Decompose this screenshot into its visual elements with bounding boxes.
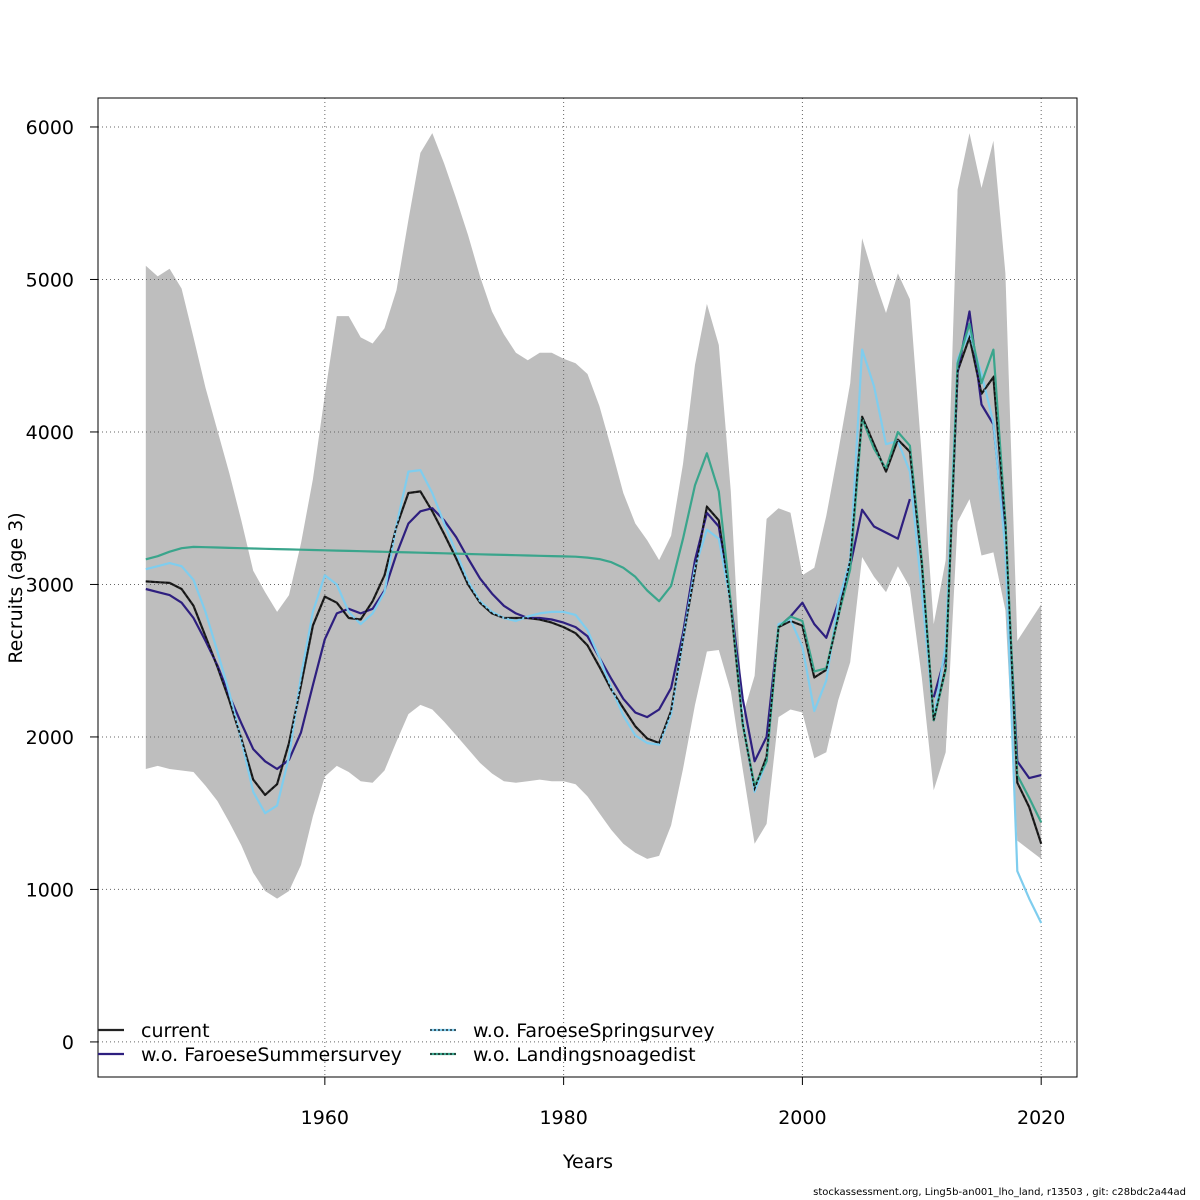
legend-item: current (98, 1020, 210, 1042)
series-line-current-overlay (145, 334, 1042, 844)
y-axis-title: Recruits (age 3) (5, 512, 27, 663)
confidence-band-layer (145, 133, 1042, 899)
x-tick-label: 1960 (301, 1107, 349, 1129)
plot-frame (97, 97, 1078, 1078)
legend-label: w.o. Landingsnoagedist (473, 1044, 696, 1066)
legend-label: current (141, 1020, 210, 1042)
y-tick-label: 0 (62, 1032, 74, 1054)
series-layer (145, 310, 1043, 924)
y-tick-label: 1000 (26, 879, 74, 901)
x-axis: 1960 1980 2000 2020 (301, 1077, 1065, 1129)
legend-item: w.o. Landingsnoagedist (430, 1044, 696, 1066)
footer-credit: stockassessment.org, Ling5b-an001_lho_la… (813, 1187, 1186, 1198)
y-tick-label: 4000 (26, 422, 74, 444)
series-line-w-o-landingsnoagedist (145, 322, 1043, 823)
y-tick-label: 3000 (26, 574, 74, 596)
legend-label: w.o. FaroeseSummersurvey (141, 1044, 402, 1066)
x-tick-label: 2020 (1017, 1107, 1065, 1129)
legend-item: w.o. FaroeseSummersurvey (98, 1044, 402, 1066)
legend-label: w.o. FaroeseSpringsurvey (473, 1020, 715, 1042)
x-axis-title: Years (562, 1151, 613, 1173)
y-axis: 0 1000 2000 3000 4000 5000 6000 (26, 117, 98, 1054)
legend-item: w.o. FaroeseSpringsurvey (430, 1020, 715, 1042)
x-tick-label: 2000 (778, 1107, 826, 1129)
confidence-band (145, 133, 1042, 899)
y-tick-label: 2000 (26, 727, 74, 749)
x-tick-label: 1980 (539, 1107, 587, 1129)
y-tick-label: 6000 (26, 117, 74, 139)
y-tick-label: 5000 (26, 269, 74, 291)
